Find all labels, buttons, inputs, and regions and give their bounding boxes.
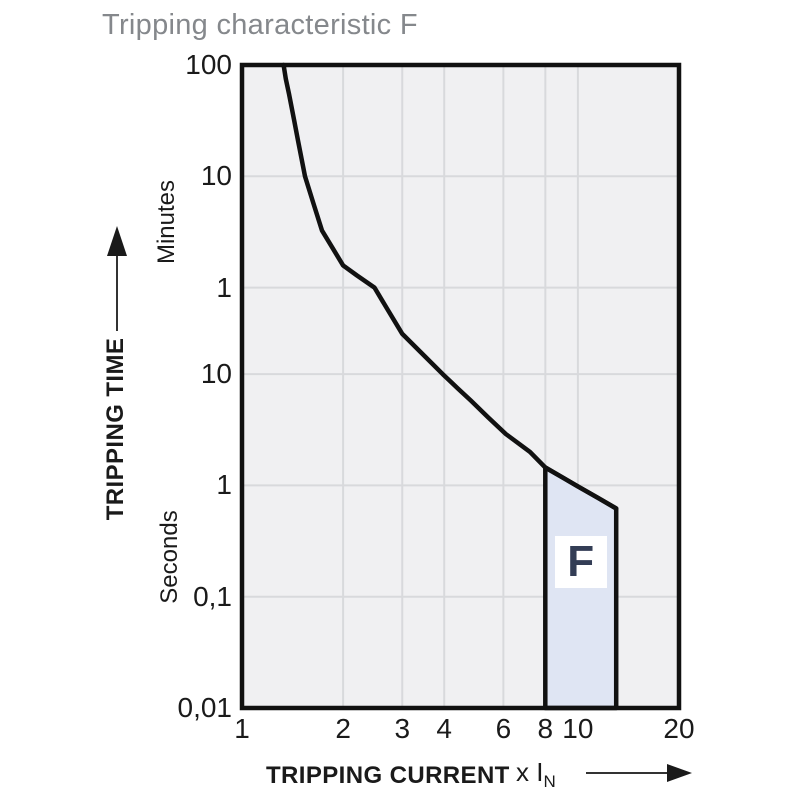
x-tick-label: 3 [394, 713, 411, 744]
x-axis-unit-subscript: N [543, 772, 556, 791]
plot-border [239, 62, 682, 711]
x-axis-arrow-icon [586, 764, 692, 782]
y-tick-label: 0,1 [193, 580, 232, 612]
y-tick-label: 10 [200, 358, 232, 390]
y-tick-label: 1 [216, 271, 232, 303]
x-axis-unit-text: x I [516, 757, 544, 787]
x-tick-label: 2 [335, 713, 351, 744]
y-axis-arrow-icon [107, 226, 127, 331]
y-tick-label: 100 [185, 49, 232, 80]
y-tick-label: 10 [200, 160, 232, 192]
x-tick-label: 20 [663, 713, 695, 744]
y-tick-label: 1 [216, 469, 232, 501]
y-tick-label: 0,01 [177, 692, 233, 723]
x-tick-label: 10 [562, 713, 594, 744]
x-tick-label: 8 [537, 713, 554, 744]
trip-curve [281, 62, 619, 511]
x-tick-label: 6 [495, 713, 512, 744]
y-axis-label: TRIPPING TIME [102, 337, 129, 521]
chart-title: Tripping characteristic F [102, 9, 418, 41]
y-axis-unit-minutes: Minutes [153, 179, 180, 265]
x-tick-label: 1 [234, 713, 250, 744]
zone-label: F [554, 536, 607, 588]
x-axis-unit: x IN [516, 757, 556, 792]
x-tick-label: 4 [436, 713, 452, 744]
x-axis-label: TRIPPING CURRENT [266, 762, 510, 789]
